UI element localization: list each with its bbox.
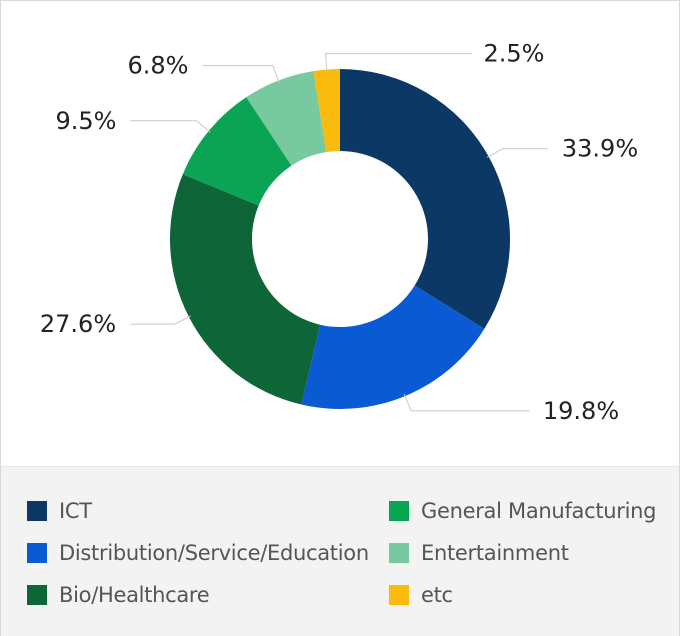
- donut-slices: [170, 69, 510, 409]
- legend-label-etc: etc: [421, 583, 453, 607]
- leader-etc: [324, 53, 472, 72]
- slice-etc: [313, 69, 340, 153]
- legend-swatch-distribution: [27, 543, 47, 563]
- legend-label-bio-healthcare: Bio/Healthcare: [59, 583, 210, 607]
- slice-bio-healthcare: [170, 174, 321, 405]
- slice-general-manufacturing: [182, 97, 292, 206]
- legend-swatch-bio-healthcare: [27, 585, 47, 605]
- leader-ict: [486, 148, 548, 158]
- value-label-bio-healthcare: 27.6%: [40, 310, 116, 338]
- legend-item-entertainment: Entertainment: [389, 539, 569, 567]
- slice-distribution-service-education: [301, 285, 485, 409]
- leader-entertainment: [202, 65, 280, 83]
- legend-item-ict: ICT: [27, 497, 92, 525]
- value-label-distribution-service-education: 19.8%: [543, 397, 619, 425]
- slice-ict: [340, 69, 510, 329]
- leader-bio-healthcare: [130, 315, 191, 325]
- value-label-ict: 33.9%: [562, 135, 638, 163]
- legend: ICT General Manufacturing Distribution/S…: [1, 466, 679, 636]
- legend-item-general-manufacturing: General Manufacturing: [389, 497, 657, 525]
- legend-swatch-entertainment: [389, 543, 409, 563]
- value-label-etc: 2.5%: [484, 40, 545, 68]
- slice-entertainment: [246, 71, 327, 166]
- slice-labels: 33.9% 19.8% 27.6% 9.5% 6.8% 2.5%: [40, 40, 638, 425]
- legend-label-ict: ICT: [59, 499, 92, 523]
- legend-item-distribution: Distribution/Service/Education: [27, 539, 369, 567]
- leader-general-manufacturing: [130, 120, 211, 133]
- legend-swatch-ict: [27, 501, 47, 521]
- legend-item-etc: etc: [389, 581, 453, 609]
- donut-chart: 33.9% 19.8% 27.6% 9.5% 6.8% 2.5%: [40, 40, 638, 425]
- legend-item-bio-healthcare: Bio/Healthcare: [27, 581, 210, 609]
- legend-label-general-manufacturing: General Manufacturing: [421, 499, 657, 523]
- legend-label-entertainment: Entertainment: [421, 541, 569, 565]
- value-label-general-manufacturing: 9.5%: [56, 107, 117, 135]
- leader-lines: [130, 53, 548, 412]
- legend-label-distribution: Distribution/Service/Education: [59, 541, 369, 565]
- legend-swatch-general-manufacturing: [389, 501, 409, 521]
- legend-swatch-etc: [389, 585, 409, 605]
- leader-distribution-service-education: [403, 394, 530, 412]
- value-label-entertainment: 6.8%: [128, 52, 189, 80]
